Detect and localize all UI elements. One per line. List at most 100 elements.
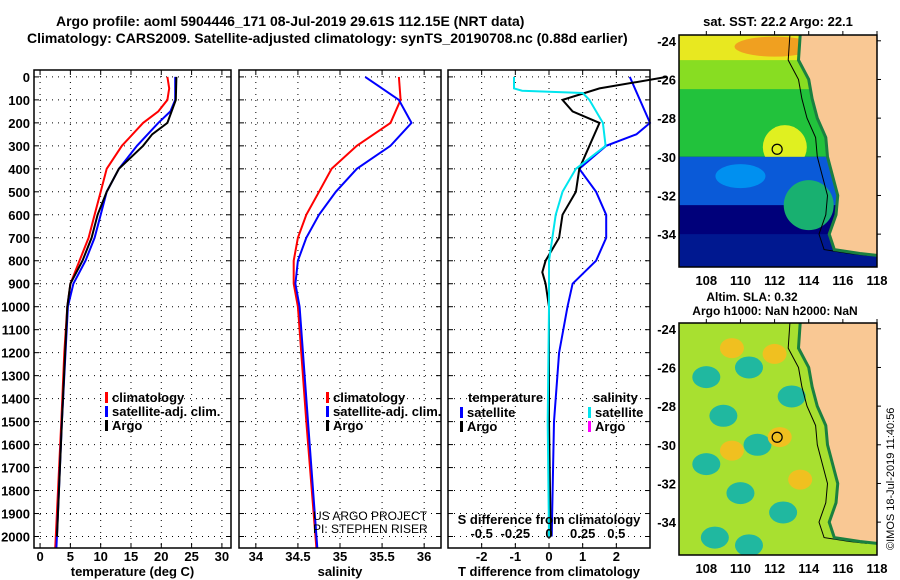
lon-tick-label: 108 xyxy=(695,273,717,288)
field-band xyxy=(715,164,766,189)
panel-temperature: 0100200300400500600700800900100011001200… xyxy=(1,69,232,579)
legend-label: climatology xyxy=(112,390,185,405)
lat-tick-label: -24 xyxy=(657,34,677,49)
lon-tick-label: 118 xyxy=(867,273,888,288)
y-tick-label: 2000 xyxy=(1,530,30,545)
title-line-2: Climatology: CARS2009. Satellite-adjuste… xyxy=(27,30,628,46)
map-field xyxy=(679,323,877,555)
x-axis-label: salinity xyxy=(318,564,364,579)
series-line-t-argo xyxy=(541,75,667,537)
legend-swatch xyxy=(326,420,329,431)
lat-tick-label: -28 xyxy=(657,111,676,126)
x-tick-label: 2 xyxy=(613,549,620,564)
lon-tick-label: 110 xyxy=(730,561,751,576)
x-tick-label: 10 xyxy=(93,549,107,564)
plot-frame xyxy=(447,69,651,549)
project-label: US ARGO PROJECT xyxy=(313,509,428,523)
y-tick-label: 600 xyxy=(8,208,30,223)
y-tick-label: 400 xyxy=(8,162,30,177)
plot-frame xyxy=(33,69,232,549)
lat-tick-label: -34 xyxy=(657,227,677,242)
x-tick-label: 34 xyxy=(249,549,264,564)
lon-tick-label: 112 xyxy=(764,561,785,576)
legend-label: Argo xyxy=(333,418,363,433)
series-line-t-satellite xyxy=(550,76,652,537)
legend-swatch xyxy=(588,407,591,418)
y-tick-label: 1000 xyxy=(1,300,30,315)
legend-swatch xyxy=(460,421,463,432)
map-frame xyxy=(678,34,878,268)
s-tick-label: 0.5 xyxy=(607,526,625,541)
field-eddy-high xyxy=(788,469,813,490)
lat-tick-label: -30 xyxy=(657,150,676,165)
y-tick-label: 1700 xyxy=(1,461,30,476)
lat-tick-label: -24 xyxy=(657,322,677,337)
lon-tick-label: 114 xyxy=(798,561,820,576)
x-tick-label: 30 xyxy=(215,549,229,564)
map-field xyxy=(679,35,877,267)
y-tick-label: 200 xyxy=(8,116,30,131)
field-eddy-low xyxy=(734,356,763,379)
x-tick-label: 20 xyxy=(154,549,168,564)
y-tick-label: 700 xyxy=(8,231,30,246)
legend-label: satellite xyxy=(467,405,515,420)
legend-swatch xyxy=(105,406,108,417)
plot-frame xyxy=(238,69,442,549)
land-australia xyxy=(798,35,877,256)
series-line-climatology xyxy=(292,76,402,549)
field-eddy-high xyxy=(719,338,744,359)
legend-swatch xyxy=(326,392,329,403)
lat-tick-label: -28 xyxy=(657,399,676,414)
legend-swatch xyxy=(460,407,463,418)
y-tick-label: 900 xyxy=(8,277,30,292)
lat-tick-label: -26 xyxy=(657,360,676,375)
x-tick-label: 15 xyxy=(124,549,138,564)
sst-map-title: sat. SST: 22.2 Argo: 22.1 xyxy=(703,14,853,29)
s-axis-label: S difference from climatology xyxy=(458,512,642,527)
x-tick-label: 0 xyxy=(545,549,552,564)
lon-tick-label: 112 xyxy=(764,273,785,288)
field-eddy-high xyxy=(767,427,792,448)
y-tick-label: 1800 xyxy=(1,484,30,499)
lon-tick-label: 108 xyxy=(695,561,717,576)
field-eddy-low xyxy=(726,482,755,505)
legend-label: satellite xyxy=(595,405,643,420)
y-tick-label: 1200 xyxy=(1,346,30,361)
y-tick-label: 300 xyxy=(8,139,30,154)
field-eddy-low xyxy=(692,453,721,476)
lon-tick-label: 118 xyxy=(867,561,888,576)
y-tick-label: 1600 xyxy=(1,438,30,453)
x-tick-label: 1 xyxy=(579,549,586,564)
x-tick-label: 5 xyxy=(67,549,74,564)
isobath-line xyxy=(787,323,867,544)
series-line-argo xyxy=(56,76,178,537)
lat-tick-label: -30 xyxy=(657,438,676,453)
coastal-strip xyxy=(796,35,877,257)
argo-location-marker xyxy=(771,431,783,443)
s-tick-label: 0 xyxy=(545,526,552,541)
y-tick-label: 1900 xyxy=(1,507,30,522)
map-sla_map: 108 110 112 114 116 118 -24 -26 -28 -30 -32 -34 xyxy=(657,319,887,576)
legend-label: Argo xyxy=(112,418,142,433)
field-eddy-low xyxy=(777,385,806,408)
map-sst_map: 108 110 112 114 116 118 -24 -26 -28 -30 -32 -34 xyxy=(657,31,887,288)
x-tick-label: 35.5 xyxy=(369,549,394,564)
x-axis-label: T difference from climatology xyxy=(458,564,641,579)
lat-tick-label: -34 xyxy=(657,515,677,530)
panel-difference: -2 -1 0 1 2T difference from climatology xyxy=(447,69,667,579)
pi-label: PI: STEPHEN RISER xyxy=(313,522,428,536)
y-tick-label: 1100 xyxy=(2,323,30,338)
lon-tick-label: 114 xyxy=(798,273,820,288)
x-tick-label: -1 xyxy=(510,549,522,564)
field-eddy-low xyxy=(700,526,729,549)
argo-location-marker xyxy=(771,143,783,155)
x-tick-label: 35 xyxy=(333,549,347,564)
field-eddy-low xyxy=(734,534,763,555)
lat-tick-label: -32 xyxy=(657,188,676,203)
series-line-satellite-adj-clim- xyxy=(294,76,413,549)
field-eddy-low xyxy=(692,366,721,389)
legend-label: Argo xyxy=(595,419,625,434)
land-australia xyxy=(798,323,877,544)
